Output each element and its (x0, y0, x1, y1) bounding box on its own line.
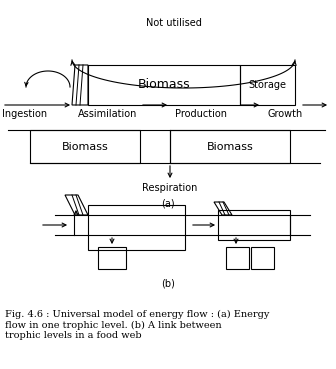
Bar (240, 65, 295, 105)
Text: Production: Production (175, 109, 227, 119)
Bar (88, 65, 240, 105)
Text: Respiration: Respiration (142, 183, 198, 193)
Text: Assimilation: Assimilation (78, 109, 137, 119)
Text: Storage: Storage (249, 80, 287, 90)
Text: (b): (b) (161, 279, 175, 289)
Bar (98, 247, 126, 269)
Bar (30, 130, 140, 163)
Bar (251, 247, 274, 269)
Bar (226, 247, 249, 269)
Text: Biomass: Biomass (138, 79, 190, 92)
Text: (a): (a) (161, 198, 175, 208)
Text: Biomass: Biomass (61, 141, 109, 152)
Text: Biomass: Biomass (207, 141, 253, 152)
Bar (88, 205, 185, 250)
Text: Not utilised: Not utilised (145, 18, 202, 28)
Text: Fig. 4.6 : Universal model of energy flow : (a) Energy
flow in one trophic level: Fig. 4.6 : Universal model of energy flo… (5, 310, 269, 340)
Text: Ingestion: Ingestion (2, 109, 47, 119)
Bar (170, 130, 290, 163)
Bar (218, 210, 290, 240)
Text: Growth: Growth (267, 109, 302, 119)
